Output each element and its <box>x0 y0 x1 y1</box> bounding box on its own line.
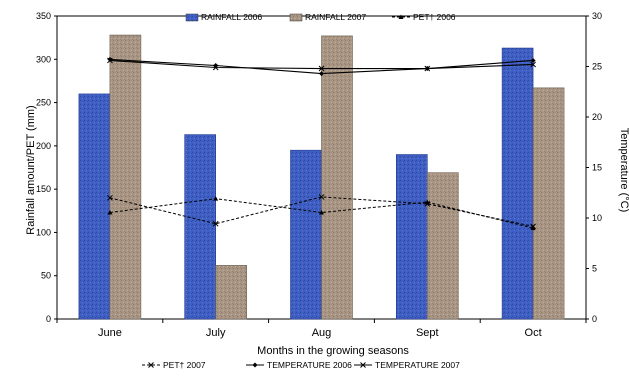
lines-group <box>107 56 536 231</box>
point-temperature-2007-sept <box>424 65 431 72</box>
point-temperature-2007-july <box>212 64 219 71</box>
y2-tick-label-30: 30 <box>592 11 602 21</box>
x-tick-label-oct: Oct <box>525 327 542 339</box>
x-tick-label-sept: Sept <box>416 327 439 339</box>
bar-rainfall-2007-sept <box>426 172 459 320</box>
point-pet-2007-june <box>107 194 113 201</box>
point-pet-2006-june <box>107 210 113 215</box>
legend-label-pet-2006: PET† 2006 <box>413 12 456 22</box>
y-tick-label-100: 100 <box>36 227 51 237</box>
bars-group <box>78 34 565 320</box>
bar-rainfall-2006-july <box>184 134 216 320</box>
y-tick-label-150: 150 <box>36 184 51 194</box>
y-tick-label-0: 0 <box>46 314 51 324</box>
legend-marker-temperature-2007 <box>360 362 366 368</box>
x-axis-title: Months in the growing seasons <box>257 345 409 357</box>
y-axis-title: Rainfall amount/PET (mm) <box>25 105 37 234</box>
point-pet-2007-oct <box>530 223 536 230</box>
y-tick-label-250: 250 <box>36 98 51 108</box>
x-tick-label-aug: Aug <box>312 327 332 339</box>
point-pet-2007-sept <box>424 201 431 207</box>
bar-rainfall-2007-june <box>109 34 142 320</box>
point-temperature-2007-aug <box>318 65 325 72</box>
legend-label-pet-2007: PET† 2007 <box>163 360 206 370</box>
legend-label-rainfall-2006: RAINFALL 2006 <box>201 12 262 22</box>
legend-label-rainfall-2007: RAINFALL 2007 <box>305 12 366 22</box>
line-pet-2007 <box>109 196 534 227</box>
legend-label-temperature-2006: TEMPERATURE 2006 <box>267 360 352 370</box>
y-tick-label-350: 350 <box>36 11 51 21</box>
point-temperature-2006-aug <box>319 71 324 77</box>
bar-rainfall-2007-july <box>215 265 247 320</box>
bar-rainfall-2006-sept <box>395 154 428 320</box>
point-pet-2007-july <box>212 220 219 227</box>
bar-rainfall-2007-oct <box>532 87 565 320</box>
point-temperature-2007-june <box>107 57 113 64</box>
bar-rainfall-2007-aug <box>321 35 353 320</box>
legend-label-temperature-2007: TEMPERATURE 2007 <box>375 360 460 370</box>
point-pet-2006-aug <box>319 210 324 215</box>
y-tick-label-200: 200 <box>36 141 51 151</box>
x-tick-label-june: June <box>98 327 122 339</box>
y2-tick-label-5: 5 <box>592 264 597 274</box>
y2-axis-title: Temperature (°C) <box>618 128 629 212</box>
point-pet-2007-aug <box>318 194 325 200</box>
axes-group: 0 50 100 150 200 250 300 350 0 5 10 15 20 25 30 June Jul… <box>36 11 602 339</box>
point-pet-2006-july <box>213 196 219 201</box>
bar-rainfall-2006-aug <box>290 149 322 320</box>
point-temperature-2007-oct <box>530 61 536 68</box>
y2-tick-label-0: 0 <box>592 314 597 324</box>
legend-swatch-rainfall-2007 <box>289 13 303 22</box>
y-tick-label-300: 300 <box>36 54 51 64</box>
legend-marker-pet-2006 <box>398 14 404 19</box>
y-tick-label-50: 50 <box>41 271 51 281</box>
line-pet-2006 <box>109 198 534 229</box>
legend-marker-temperature-2006 <box>252 362 258 368</box>
bar-rainfall-2006-june <box>78 93 111 320</box>
legend: RAINFALL 2006 RAINFALL 2007 PET† 2006 PET† … <box>142 12 460 370</box>
point-pet-2006-oct <box>530 225 536 231</box>
y2-tick-label-15: 15 <box>592 163 602 173</box>
y2-tick-label-25: 25 <box>592 62 602 72</box>
legend-swatch-rainfall-2006 <box>185 13 199 22</box>
point-temperature-2006-oct <box>530 57 536 63</box>
x-tick-label-july: July <box>206 327 226 339</box>
bar-rainfall-2006-oct <box>501 47 534 320</box>
y2-tick-label-10: 10 <box>592 213 602 223</box>
legend-marker-pet-2007 <box>148 362 154 368</box>
y2-tick-label-20: 20 <box>592 112 602 122</box>
